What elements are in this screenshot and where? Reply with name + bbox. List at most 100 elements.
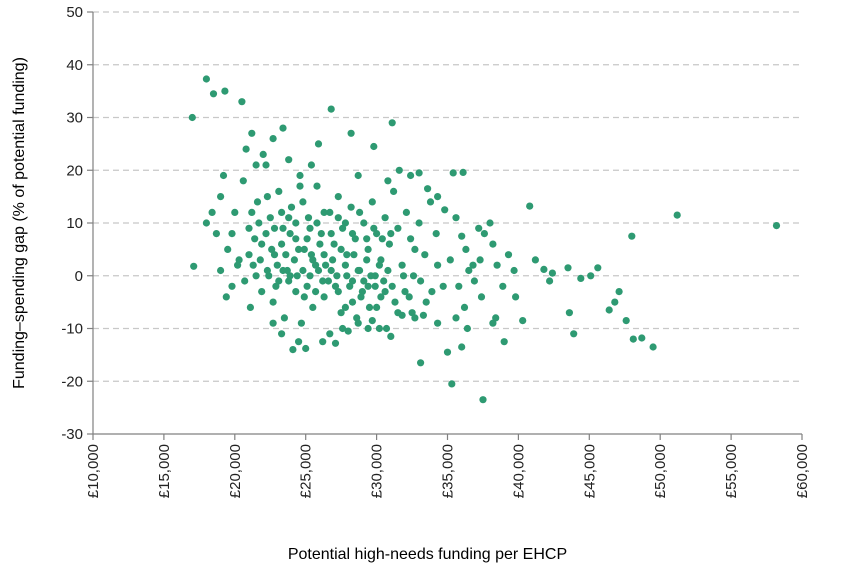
data-point bbox=[510, 266, 518, 275]
data-point bbox=[405, 293, 413, 301]
data-point bbox=[424, 185, 432, 193]
data-point bbox=[432, 230, 440, 238]
data-point bbox=[306, 224, 314, 232]
data-point bbox=[384, 266, 392, 275]
data-point bbox=[337, 245, 345, 253]
data-point bbox=[519, 317, 527, 325]
data-point bbox=[388, 119, 396, 127]
data-point bbox=[364, 324, 372, 333]
data-point bbox=[285, 156, 293, 164]
data-point bbox=[334, 214, 342, 222]
data-point bbox=[272, 282, 280, 290]
data-point bbox=[330, 240, 338, 248]
data-point bbox=[388, 282, 396, 290]
data-point bbox=[421, 251, 429, 259]
data-point bbox=[279, 224, 287, 232]
data-point bbox=[673, 211, 681, 219]
data-point bbox=[446, 256, 454, 264]
data-point bbox=[347, 129, 355, 137]
data-point bbox=[480, 230, 488, 238]
data-point bbox=[368, 198, 376, 206]
data-point bbox=[347, 203, 355, 211]
data-point bbox=[458, 232, 466, 240]
data-point bbox=[295, 338, 303, 346]
data-point bbox=[350, 251, 358, 259]
data-point bbox=[469, 261, 477, 269]
data-point bbox=[190, 262, 198, 270]
y-tick-label: -20 bbox=[61, 373, 83, 390]
data-point bbox=[303, 235, 311, 243]
data-point bbox=[248, 208, 256, 216]
data-point bbox=[333, 272, 341, 280]
y-tick-label: 20 bbox=[66, 162, 83, 179]
data-point bbox=[357, 293, 365, 301]
data-point bbox=[367, 272, 375, 280]
data-point bbox=[241, 277, 249, 285]
x-axis-label: Potential high-needs funding per EHCP bbox=[288, 546, 567, 563]
data-point bbox=[268, 245, 276, 253]
data-point bbox=[587, 272, 595, 280]
data-point bbox=[628, 232, 636, 240]
data-point bbox=[228, 282, 236, 290]
data-point bbox=[434, 319, 442, 327]
data-point bbox=[299, 198, 307, 206]
data-point bbox=[384, 177, 392, 185]
data-point bbox=[300, 245, 308, 253]
data-point bbox=[570, 330, 578, 338]
data-point bbox=[365, 303, 374, 311]
data-point bbox=[269, 298, 277, 306]
y-tick-label: -10 bbox=[61, 321, 83, 338]
data-point bbox=[463, 324, 471, 333]
data-point bbox=[370, 224, 378, 232]
data-point bbox=[638, 334, 646, 342]
y-axis: -30 -20 -10 0 10 20 30 40 50 bbox=[61, 4, 94, 443]
data-point bbox=[381, 288, 389, 296]
data-point bbox=[275, 187, 283, 195]
data-point bbox=[326, 208, 334, 216]
data-point bbox=[327, 266, 335, 275]
data-point bbox=[526, 202, 534, 210]
y-tick-label: 50 bbox=[66, 4, 83, 21]
x-tick-label: £30,000 bbox=[369, 444, 386, 498]
data-point bbox=[546, 277, 554, 285]
data-point bbox=[449, 169, 457, 177]
data-point bbox=[398, 261, 406, 269]
data-point bbox=[246, 303, 254, 311]
data-point bbox=[228, 230, 236, 238]
data-point bbox=[594, 264, 602, 272]
data-point bbox=[385, 240, 393, 248]
data-point bbox=[334, 193, 342, 201]
data-point bbox=[327, 105, 335, 113]
data-point bbox=[409, 272, 418, 280]
data-point bbox=[324, 277, 332, 285]
data-point bbox=[313, 219, 321, 227]
data-point bbox=[251, 235, 259, 243]
data-point bbox=[443, 348, 452, 356]
data-point bbox=[285, 277, 293, 285]
data-point bbox=[334, 288, 342, 296]
data-point bbox=[459, 168, 467, 176]
data-point bbox=[426, 198, 435, 206]
data-point bbox=[401, 288, 409, 296]
data-point bbox=[253, 198, 262, 206]
data-point bbox=[458, 343, 466, 351]
data-point bbox=[348, 230, 357, 238]
data-point bbox=[375, 261, 383, 269]
data-point bbox=[434, 261, 442, 269]
data-point bbox=[363, 235, 371, 243]
data-point bbox=[399, 272, 408, 280]
data-point bbox=[279, 266, 287, 275]
data-point bbox=[278, 208, 286, 216]
data-point bbox=[252, 161, 260, 169]
data-point bbox=[217, 266, 225, 275]
data-point bbox=[381, 214, 389, 222]
data-point bbox=[422, 298, 430, 306]
data-point bbox=[275, 277, 283, 285]
x-tick-label: £40,000 bbox=[510, 444, 527, 498]
data-point bbox=[772, 222, 781, 230]
data-point bbox=[252, 272, 260, 280]
data-point bbox=[476, 256, 484, 264]
data-point bbox=[314, 266, 323, 275]
data-point bbox=[312, 288, 320, 296]
data-point bbox=[415, 219, 423, 227]
